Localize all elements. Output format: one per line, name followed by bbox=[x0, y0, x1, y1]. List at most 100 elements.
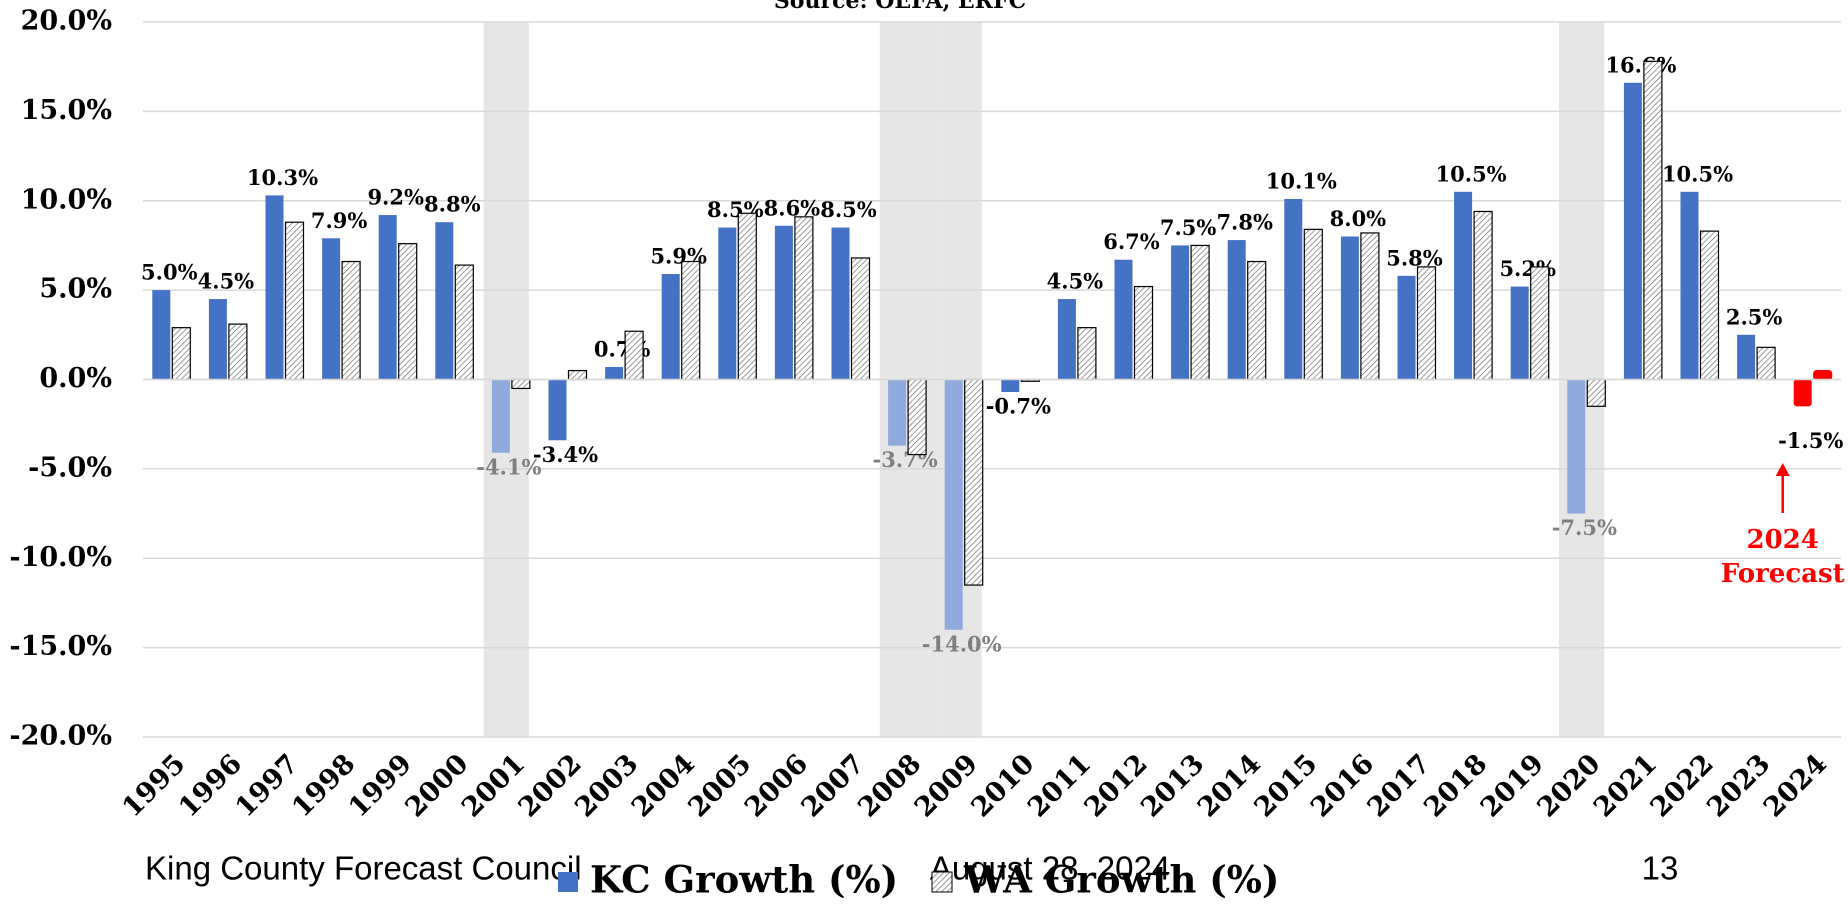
wa-bar bbox=[1699, 230, 1720, 381]
kc-bar bbox=[322, 238, 341, 380]
kc-bar bbox=[831, 227, 850, 380]
data-label: 2.5% bbox=[1726, 304, 1783, 329]
kc-bar bbox=[944, 379, 963, 630]
wa-bar bbox=[964, 378, 984, 586]
wa-bar bbox=[567, 369, 588, 381]
footer-left: King County Forecast Council bbox=[145, 850, 582, 887]
wa-bar bbox=[341, 260, 361, 381]
data-label: 8.6% bbox=[764, 195, 821, 220]
wa-bar bbox=[1416, 266, 1437, 381]
data-label: 7.9% bbox=[311, 208, 368, 233]
data-label: -3.7% bbox=[872, 447, 937, 472]
wa-bar bbox=[1360, 232, 1380, 381]
wa-bar bbox=[1586, 378, 1606, 407]
kc-bar bbox=[605, 366, 624, 380]
kc-bar bbox=[888, 379, 907, 446]
x-tick-label: 2013 bbox=[1135, 748, 1210, 823]
x-tick-label: 2016 bbox=[1305, 748, 1380, 823]
x-tick-label: 2012 bbox=[1079, 748, 1154, 823]
wa-bar bbox=[1247, 260, 1267, 381]
data-label: 4.5% bbox=[1047, 269, 1104, 294]
kc-bar bbox=[661, 274, 680, 380]
data-label: 4.5% bbox=[198, 269, 255, 294]
data-label: 5.0% bbox=[141, 260, 198, 285]
data-label: 10.5% bbox=[1436, 161, 1507, 186]
data-label: -4.1% bbox=[476, 454, 541, 479]
kc-bar bbox=[1114, 259, 1133, 380]
wa-bar bbox=[1133, 285, 1154, 381]
wa-bar bbox=[1643, 60, 1663, 381]
data-label: -7.5% bbox=[1552, 515, 1617, 540]
kc-bar bbox=[548, 379, 567, 441]
y-tick-label: -10.0% bbox=[9, 542, 112, 573]
x-tick-label: 2011 bbox=[1022, 748, 1097, 823]
x-tick-label: 2017 bbox=[1362, 748, 1437, 823]
data-label: 10.3% bbox=[247, 165, 318, 190]
x-tick-label: 2002 bbox=[513, 748, 588, 823]
kc-bar bbox=[1567, 379, 1586, 514]
annotation: 2024 bbox=[1747, 525, 1819, 555]
wa-bar bbox=[454, 264, 474, 381]
annotation: Forecast bbox=[1721, 559, 1845, 589]
data-label: 7.8% bbox=[1216, 210, 1273, 235]
kc-bar bbox=[1397, 275, 1416, 380]
x-tick-label: 2008 bbox=[852, 748, 927, 823]
wa-bar bbox=[794, 216, 814, 381]
data-label: -0.7% bbox=[986, 394, 1051, 419]
data-label: -14.0% bbox=[922, 631, 1002, 656]
kc-bar bbox=[1623, 82, 1642, 380]
kc-bar bbox=[1340, 236, 1359, 380]
y-tick-label: -15.0% bbox=[9, 631, 112, 662]
kc-bar bbox=[1737, 334, 1756, 380]
y-tick-label: 10.0% bbox=[21, 184, 112, 215]
y-tick-label: 15.0% bbox=[21, 95, 112, 126]
x-tick-label: 2001 bbox=[456, 748, 531, 823]
x-tick-label: 2018 bbox=[1418, 748, 1493, 823]
x-tick-label: 2014 bbox=[1192, 748, 1267, 823]
legend-label: KC Growth (%) bbox=[590, 858, 898, 902]
kc-bar bbox=[208, 299, 227, 380]
wa-bar bbox=[1813, 369, 1833, 381]
data-label: 10.5% bbox=[1662, 161, 1733, 186]
legend-label: WA Growth (%) bbox=[963, 858, 1279, 902]
x-tick-label: 2022 bbox=[1645, 748, 1720, 823]
wa-bar bbox=[1473, 210, 1493, 381]
data-label: 8.5% bbox=[820, 197, 877, 222]
x-tick-label: 2009 bbox=[909, 748, 984, 823]
y-tick-label: 0.0% bbox=[39, 363, 112, 394]
x-tick-label: 1997 bbox=[230, 748, 305, 823]
y-tick-label: 20.0% bbox=[21, 6, 112, 37]
wa-bar bbox=[907, 378, 927, 456]
kc-bar bbox=[1284, 198, 1303, 380]
x-tick-label: 2023 bbox=[1701, 748, 1776, 823]
wa-bar bbox=[1077, 327, 1097, 381]
wa-bar bbox=[1190, 244, 1210, 381]
data-label: -3.4% bbox=[533, 442, 598, 467]
x-tick-label: 2020 bbox=[1531, 748, 1606, 823]
kc-bar bbox=[378, 215, 397, 380]
wa-bar bbox=[1530, 266, 1550, 381]
kc-bar bbox=[1680, 191, 1699, 380]
wa-bar bbox=[398, 243, 418, 381]
kc-bar bbox=[265, 195, 284, 380]
x-tick-label: 2019 bbox=[1475, 748, 1550, 823]
y-tick-label: 5.0% bbox=[39, 274, 112, 305]
kc-bar bbox=[1454, 191, 1473, 380]
data-label: 6.7% bbox=[1103, 229, 1160, 254]
wa-bar bbox=[228, 323, 248, 381]
y-tick-label: -20.0% bbox=[9, 721, 112, 752]
kc-bar bbox=[491, 379, 510, 453]
kc-bar bbox=[774, 225, 793, 380]
footer-right: 13 bbox=[1642, 850, 1679, 887]
x-tick-label: 1995 bbox=[116, 748, 191, 823]
kc-bar bbox=[1001, 379, 1020, 393]
wa-bar bbox=[624, 330, 644, 381]
wa-bar bbox=[511, 378, 531, 390]
x-tick-label: 2003 bbox=[569, 748, 644, 823]
data-label: 8.8% bbox=[424, 192, 481, 217]
data-label: 16.6% bbox=[1605, 52, 1676, 77]
x-tick-label: 1996 bbox=[173, 748, 248, 823]
x-tick-label: 1998 bbox=[286, 748, 361, 823]
x-tick-label: 2005 bbox=[682, 748, 757, 823]
